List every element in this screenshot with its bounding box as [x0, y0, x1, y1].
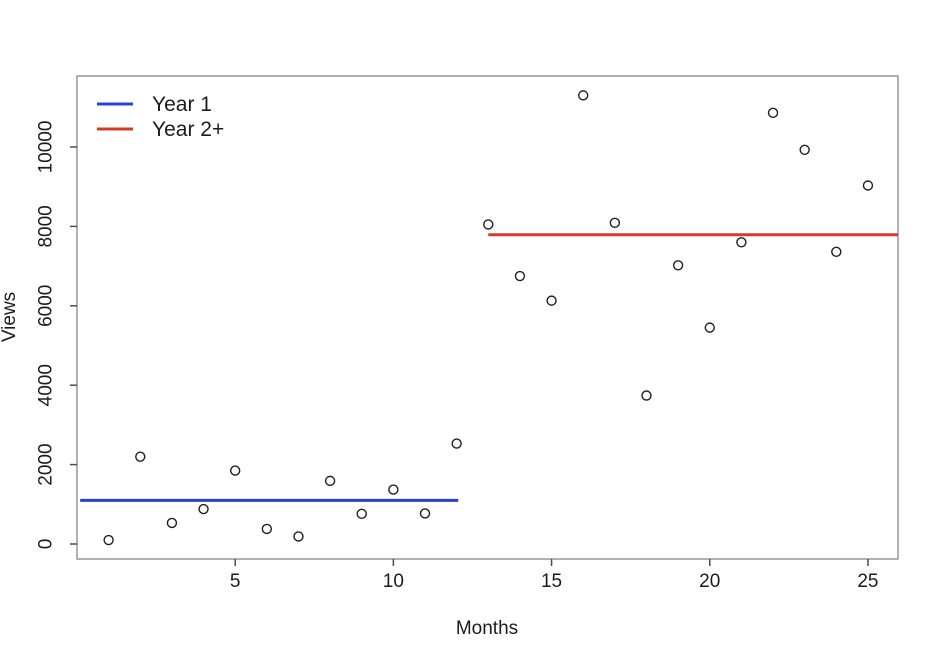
- data-point: [324, 475, 336, 487]
- data-point: [229, 465, 241, 476]
- data-point: [419, 508, 431, 519]
- y-tick-label: 6000: [36, 285, 57, 327]
- data-point: [862, 180, 874, 191]
- data-point: [103, 534, 114, 546]
- x-axis-title: Months: [456, 618, 518, 639]
- data-point: [546, 295, 557, 306]
- data-point: [578, 90, 589, 101]
- data-point: [736, 237, 747, 248]
- y-tick-label: 10000: [36, 121, 57, 174]
- data-point: [198, 503, 209, 515]
- data-point: [483, 219, 494, 230]
- y-tick-label: 2000: [36, 443, 57, 485]
- y-tick-label: 8000: [36, 205, 57, 247]
- data-point: [356, 508, 367, 520]
- x-tick-label: 5: [230, 571, 241, 592]
- data-point: [641, 390, 652, 401]
- x-tick-label: 15: [541, 571, 562, 592]
- y-tick-label: 0: [36, 539, 57, 550]
- legend-label-year1: Year 1: [152, 93, 212, 116]
- y-tick-label: 4000: [36, 364, 57, 406]
- data-point: [831, 246, 842, 257]
- legend-label-year2plus: Year 2+: [152, 118, 224, 141]
- data-point: [767, 107, 779, 119]
- plot-box: [76, 75, 899, 560]
- data-point: [704, 322, 715, 333]
- x-tick-label: 10: [383, 571, 404, 592]
- data-point: [261, 523, 273, 535]
- data-point: [514, 270, 526, 282]
- data-point: [293, 531, 304, 542]
- data-point: [451, 438, 462, 449]
- data-point: [609, 217, 621, 229]
- data-point: [135, 451, 146, 462]
- x-tick-label: 25: [857, 571, 878, 592]
- y-axis-title: Views: [0, 292, 20, 342]
- x-tick-label: 20: [699, 571, 720, 592]
- data-point: [166, 517, 178, 529]
- plot-area: 5 10 15 20 25 0 2000 4000 6000 8000 10000: [36, 75, 899, 592]
- legend: Year 1 Year 2+: [97, 93, 224, 141]
- data-point: [388, 484, 399, 495]
- data-point: [672, 260, 684, 271]
- data-point: [799, 144, 810, 155]
